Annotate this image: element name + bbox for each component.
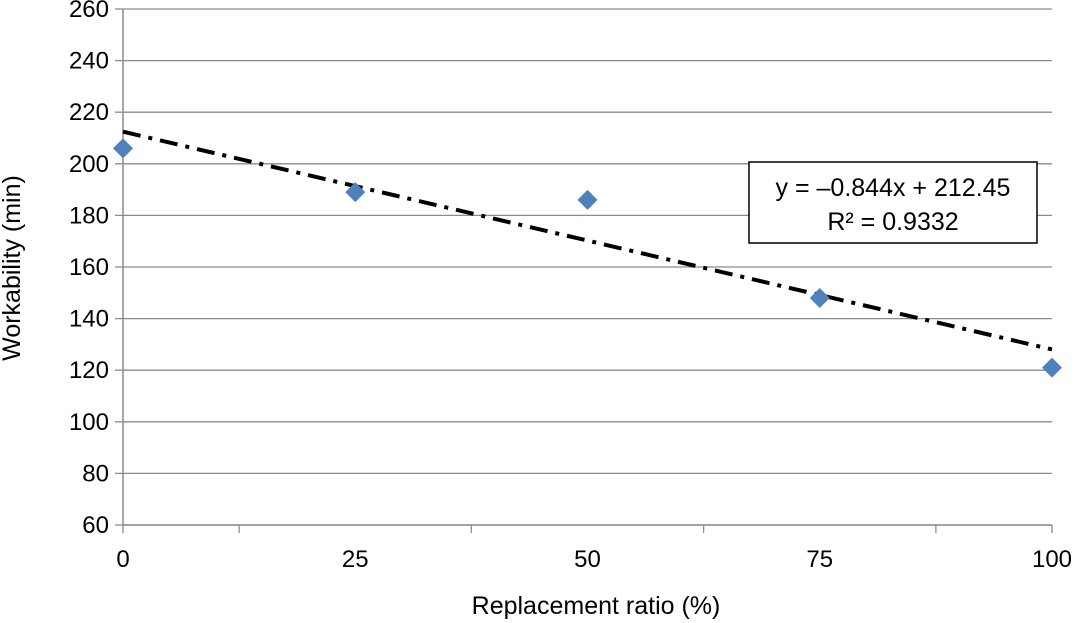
trendline	[122, 129, 1053, 352]
data-point	[113, 138, 133, 159]
y-tick-label: 180	[69, 202, 109, 229]
gridlines	[123, 8, 1052, 526]
trendline-group	[122, 129, 1053, 352]
data-points	[113, 138, 1062, 378]
y-tick-label: 200	[69, 151, 109, 178]
y-tick-label: 60	[82, 512, 109, 539]
x-tick-labels: 0 25 50 75 100	[116, 546, 1072, 573]
r-squared-label: R² = 0.9332	[827, 208, 958, 236]
axes	[115, 8, 1053, 533]
y-tick-label: 120	[69, 357, 109, 384]
data-point	[809, 287, 830, 308]
y-tick-label: 240	[69, 48, 109, 75]
x-tick-label: 25	[342, 546, 369, 573]
equation-box-border	[748, 161, 1038, 244]
data-point	[345, 182, 366, 203]
data-point	[577, 189, 598, 210]
trendline-equation: y = –0.844x + 212.45	[776, 174, 1011, 202]
data-point	[1042, 357, 1062, 378]
y-tick-label: 140	[69, 306, 109, 333]
y-tick-label: 100	[69, 409, 109, 436]
y-tick-label: 160	[69, 254, 109, 281]
x-tick-label: 100	[1032, 546, 1072, 573]
y-tick-label: 80	[82, 460, 109, 487]
y-axis-title: Workability (min)	[0, 175, 26, 361]
x-tick-label: 0	[116, 546, 129, 573]
equation-box: y = –0.844x + 212.45 R² = 0.9332	[748, 161, 1038, 244]
y-tick-labels: 60 80 100 120 140 160 180 200 220 240 260	[69, 0, 109, 539]
y-tick-label: 220	[69, 99, 109, 126]
y-tick-label: 260	[69, 0, 109, 23]
x-tick-label: 75	[806, 546, 833, 573]
x-axis-title: Replacement ratio (%)	[472, 592, 721, 620]
x-tick-label: 50	[574, 546, 601, 573]
